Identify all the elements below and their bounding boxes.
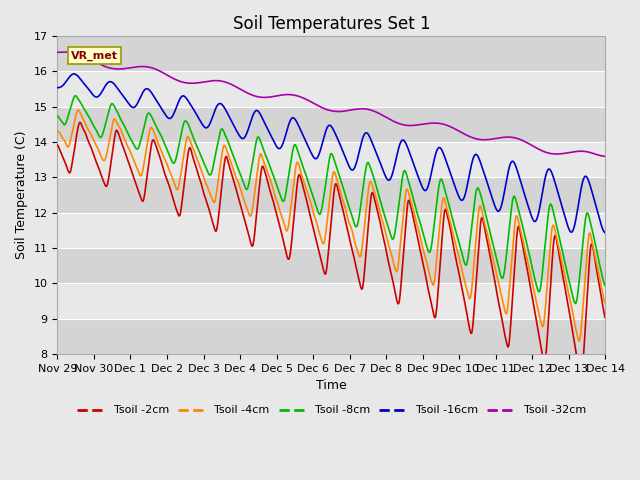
Bar: [58, 213, 605, 248]
X-axis label: Time: Time: [316, 379, 347, 392]
Bar: [58, 72, 605, 107]
Legend: Tsoil -2cm, Tsoil -4cm, Tsoil -8cm, Tsoil -16cm, Tsoil -32cm: Tsoil -2cm, Tsoil -4cm, Tsoil -8cm, Tsoi…: [72, 401, 590, 420]
Title: Soil Temperatures Set 1: Soil Temperatures Set 1: [232, 15, 430, 33]
Y-axis label: Soil Temperature (C): Soil Temperature (C): [15, 131, 28, 259]
Bar: [58, 142, 605, 177]
Bar: [58, 107, 605, 142]
Bar: [58, 248, 605, 283]
Bar: [58, 319, 605, 354]
Text: VR_met: VR_met: [71, 50, 118, 60]
Bar: [58, 36, 605, 72]
Bar: [58, 177, 605, 213]
Bar: [58, 283, 605, 319]
